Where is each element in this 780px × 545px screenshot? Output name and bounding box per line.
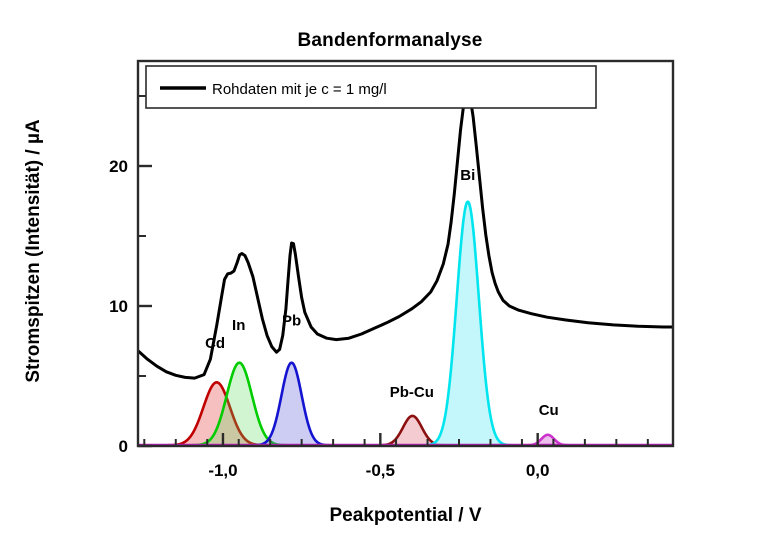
y-tick-label: 20 [109, 157, 128, 176]
x-tick-label: -0,5 [366, 461, 395, 480]
y-tick-label: 0 [119, 437, 128, 456]
legend-label: Rohdaten mit je c = 1 mg/l [212, 81, 387, 98]
legend-box: Rohdaten mit je c = 1 mg/l [145, 65, 597, 109]
x-axis-label: Peakpotential / V [329, 505, 482, 526]
peak-label-bi: Bi [460, 167, 475, 184]
peak-bi [411, 200, 525, 446]
axis-layer: -1,0 -0,5 0,0 0 10 20 [109, 59, 675, 480]
x-tick-label: -1,0 [208, 461, 237, 480]
axes-frame [136, 59, 675, 448]
y-tick-label: 10 [109, 297, 128, 316]
x-tick-label: 0,0 [526, 461, 550, 480]
chart-title: Bandenformanalyse [297, 30, 483, 51]
peak-label-in: In [232, 317, 245, 334]
peak-label-pb-cu: Pb-Cu [390, 384, 434, 401]
peak-label-cd: Cd [205, 335, 225, 352]
raw-data-trace [138, 86, 673, 380]
peak-label-pb: Pb [282, 313, 301, 330]
legend-frame [145, 65, 597, 109]
peak-label-layer: Cd In Pb Pb-Cu Bi Cu [205, 167, 559, 419]
peak-label-cu: Cu [539, 402, 559, 419]
